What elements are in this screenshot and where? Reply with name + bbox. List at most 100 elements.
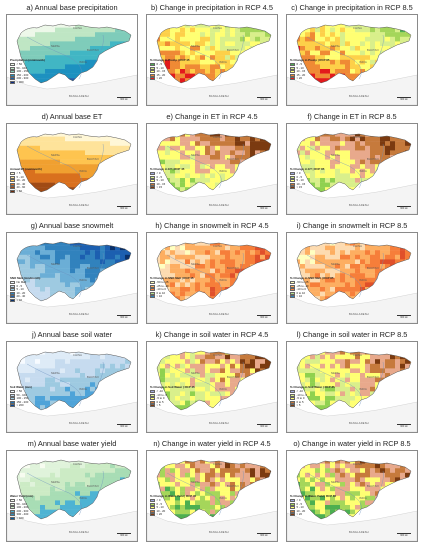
sub-basin-cell	[60, 32, 66, 37]
sub-basin-cell	[65, 264, 71, 269]
sub-basin-cell	[300, 150, 306, 156]
sub-basin-cell	[55, 254, 61, 260]
sub-basin-cell	[100, 368, 106, 374]
sub-basin-cell	[165, 359, 171, 364]
sub-basin-cell	[297, 354, 301, 360]
sub-basin-cell	[360, 373, 366, 378]
sub-basin-cell	[350, 150, 356, 156]
sub-basin-cell	[305, 391, 311, 397]
sub-basin-cell	[35, 141, 41, 146]
sub-basin-cell	[35, 64, 41, 70]
sub-basin-cell	[260, 391, 266, 397]
sub-basin-cell	[55, 50, 61, 56]
sub-basin-cell	[190, 141, 196, 146]
sub-basin-cell	[340, 363, 346, 369]
sub-basin-cell	[45, 178, 51, 183]
sub-basin-cell	[405, 24, 411, 28]
sub-basin-cell	[230, 359, 236, 364]
sub-basin-cell	[215, 141, 221, 146]
sub-basin-cell	[400, 373, 406, 378]
legend-entry: 10 - 15	[150, 69, 196, 74]
sub-basin-cell	[360, 273, 366, 278]
sub-basin-cell	[17, 254, 21, 260]
sub-basin-cell	[180, 41, 186, 47]
sub-basin-cell	[55, 351, 61, 355]
sub-basin-cell	[235, 351, 241, 355]
legend-swatch	[150, 70, 155, 74]
sub-basin-cell	[175, 363, 181, 369]
sub-basin-cell	[410, 245, 411, 251]
sub-basin-cell	[165, 64, 171, 70]
sub-basin-cell	[65, 500, 71, 506]
sub-basin-cell	[35, 268, 41, 274]
sub-basin-cell	[270, 242, 271, 246]
sub-basin-cell	[120, 472, 126, 478]
sub-basin-cell	[75, 363, 81, 369]
sub-basin-cell	[350, 259, 356, 265]
sub-basin-cell	[325, 50, 331, 56]
sub-basin-cell	[125, 264, 131, 269]
sub-basin-cell	[65, 373, 71, 378]
sub-basin-cell	[20, 472, 26, 478]
sub-basin-cell	[350, 24, 356, 28]
sub-basin-cell	[45, 242, 51, 246]
sub-basin-cell	[215, 396, 221, 401]
sub-basin-cell	[130, 259, 131, 265]
sub-basin-cell	[200, 254, 206, 260]
sub-basin-cell	[260, 273, 266, 278]
sub-basin-cell	[180, 250, 186, 255]
sub-basin-cell	[215, 155, 221, 160]
country-label: INDIA	[79, 170, 87, 173]
sub-basin-cell	[55, 491, 61, 496]
sub-basin-cell	[75, 514, 81, 519]
sub-basin-cell	[200, 486, 206, 492]
sub-basin-cell	[157, 463, 161, 469]
sub-basin-cell	[120, 505, 126, 510]
sub-basin-cell	[35, 182, 41, 188]
country-label: BANGLADESH	[349, 95, 369, 98]
sub-basin-cell	[130, 50, 131, 56]
sub-basin-cell	[75, 482, 81, 487]
sub-basin-cell	[265, 287, 271, 292]
sub-basin-cell	[265, 359, 271, 364]
sub-basin-cell	[225, 468, 231, 473]
sub-basin-cell	[220, 482, 226, 487]
sub-basin-cell	[185, 468, 191, 473]
sub-basin-cell	[110, 64, 116, 70]
sub-basin-cell	[325, 351, 331, 355]
sub-basin-cell	[385, 59, 391, 65]
sub-basin-cell	[95, 150, 101, 156]
sub-basin-cell	[330, 354, 336, 360]
legend-entry: 20 - 40	[10, 294, 56, 299]
sub-basin-cell	[215, 178, 221, 183]
legend-label: -10 to -5	[296, 392, 307, 397]
sub-basin-cell	[45, 505, 51, 510]
sub-basin-cell	[360, 391, 366, 397]
sub-basin-cell	[340, 368, 346, 374]
sub-basin-cell	[175, 173, 181, 179]
sub-basin-cell	[325, 391, 331, 397]
sub-basin-cell	[315, 391, 321, 397]
sub-basin-cell	[235, 55, 241, 60]
sub-basin-cell	[130, 277, 131, 283]
sub-basin-cell	[305, 173, 311, 179]
sub-basin-cell	[110, 477, 116, 483]
sub-basin-cell	[175, 136, 181, 142]
sub-basin-cell	[205, 373, 211, 378]
sub-basin-cell	[215, 55, 221, 60]
sub-basin-cell	[405, 242, 411, 246]
sub-basin-cell	[30, 491, 36, 496]
sub-basin-cell	[245, 377, 251, 383]
sub-basin-cell	[235, 178, 241, 183]
country-label: INDIA	[79, 497, 87, 500]
sub-basin-cell	[160, 368, 166, 374]
sub-basin-cell	[100, 396, 106, 401]
sub-basin-cell	[335, 373, 341, 378]
sub-basin-cell	[220, 78, 226, 83]
sub-basin-cell	[100, 245, 106, 251]
sub-basin-cell	[265, 264, 271, 269]
sub-basin-cell	[185, 482, 191, 487]
sub-basin-cell	[75, 150, 81, 156]
sub-basin-cell	[65, 472, 71, 478]
sub-basin-cell	[375, 173, 381, 179]
